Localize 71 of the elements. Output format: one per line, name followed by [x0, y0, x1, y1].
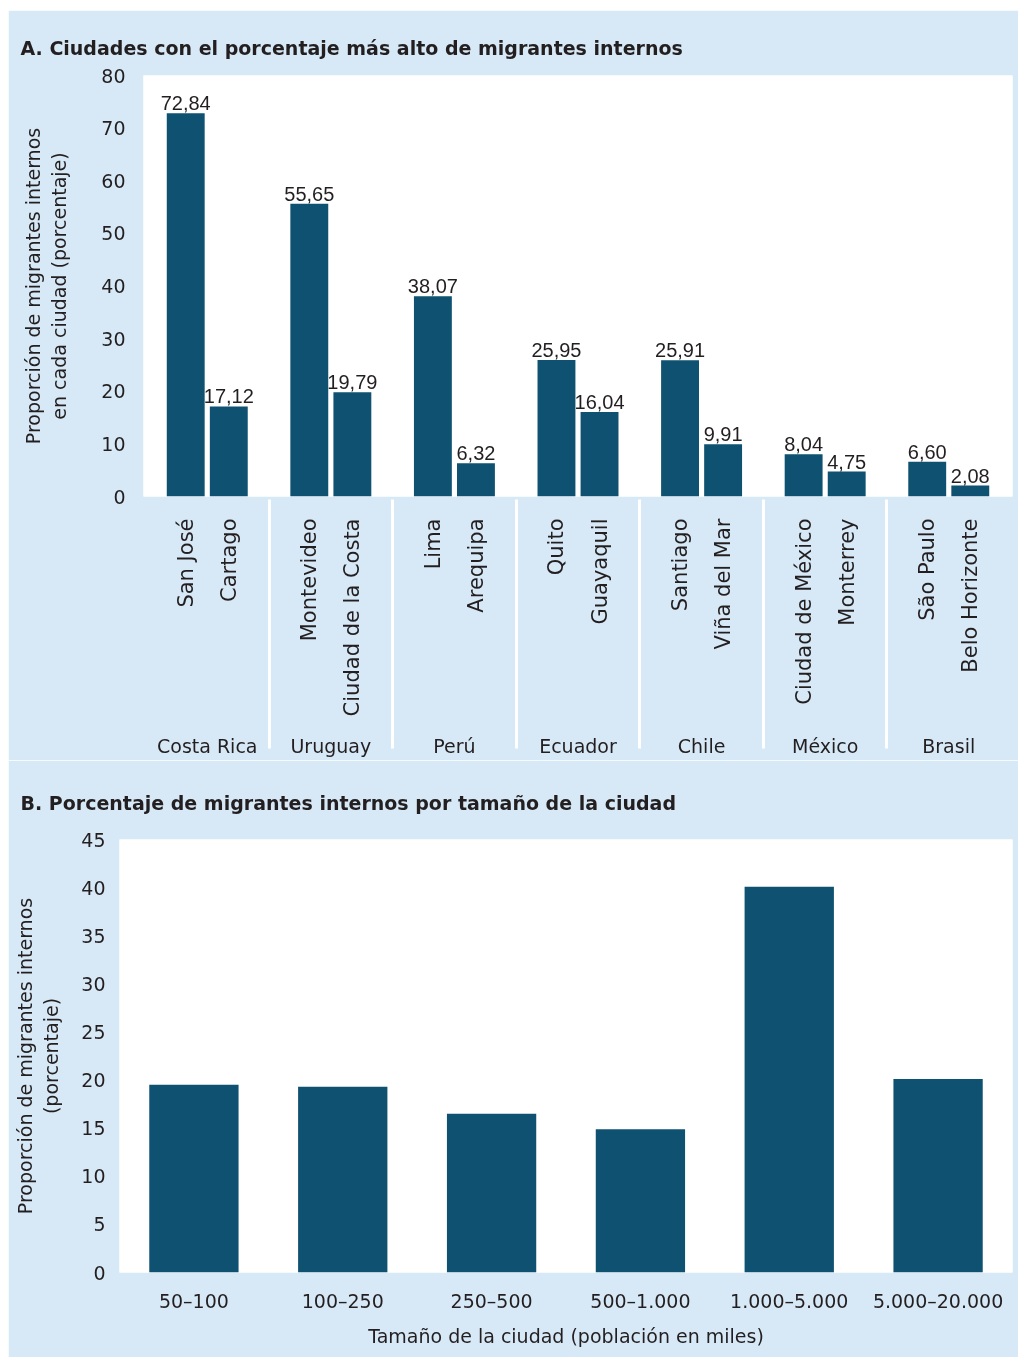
- y-tick-label: 20: [81, 1069, 106, 1092]
- y-tick-label: 20: [101, 380, 126, 403]
- text: Ecuador: [539, 735, 617, 758]
- bar: [744, 886, 834, 1273]
- x-tick-label: Cartago: [216, 518, 241, 602]
- x-tick-label: 500–1.000: [590, 1289, 691, 1312]
- y-tick-label: 80: [101, 64, 126, 87]
- y-tick-label: 0: [93, 1261, 106, 1284]
- text: México: [791, 735, 859, 758]
- x-axis-title: Tamaño de la ciudad (población en miles): [367, 1324, 764, 1347]
- x-tick-label: 50–100: [158, 1289, 229, 1312]
- data-label: 8,04: [784, 433, 824, 456]
- data-label: 4,75: [827, 450, 867, 473]
- data-label: 55,65: [284, 182, 335, 205]
- x-tick-label: Arequipa: [463, 518, 488, 613]
- x-tick-label: Ciudad de la Costa: [340, 518, 365, 717]
- y-tick-label: 15: [81, 1117, 106, 1140]
- data-label: 25,95: [531, 338, 582, 361]
- data-label: 17,12: [203, 385, 254, 408]
- x-tick-label: San José: [173, 518, 198, 608]
- y-tick-label: 5: [93, 1213, 106, 1236]
- y-axis-title: Proporción de migrantes internos (porcentaje): [13, 897, 63, 1215]
- chart-title: B. Porcentaje de migrantes internos por tamaño de la ciudad: [20, 791, 676, 814]
- data-label: 38,07: [407, 275, 458, 298]
- x-tick-label: 100–250: [301, 1289, 384, 1312]
- x-tick-label: Montevideo: [297, 518, 322, 642]
- y-tick-label: 30: [81, 972, 106, 995]
- y-axis-title: Proporción de migrantes internos en cada ciudad (porcentaje): [21, 127, 71, 445]
- x-tick-label: Belo Horizonte: [958, 518, 983, 673]
- y-tick-label: 50: [101, 222, 126, 245]
- text: Brasil: [922, 735, 976, 758]
- y-tick-label: 10: [101, 432, 126, 455]
- data-label: 16,04: [574, 391, 625, 414]
- data-label: 6,60: [907, 440, 947, 463]
- x-tick-label: Quito: [544, 518, 569, 576]
- y-tick-label: 40: [81, 876, 106, 899]
- data-label: 72,84: [160, 92, 211, 115]
- bar: [149, 1084, 239, 1273]
- x-tick-label: São Paulo: [915, 518, 940, 621]
- y-tick-label: 40: [101, 275, 126, 297]
- x-tick-label: Viña del Mar: [711, 518, 736, 650]
- y-tick-label: 70: [101, 117, 126, 140]
- data-label: 6,32: [456, 442, 496, 465]
- x-tick-label: Ciudad de México: [791, 518, 816, 705]
- chart-title: A. Ciudades con el porcentaje más alto de migrantes internos: [20, 37, 683, 59]
- y-tick-label: 10: [81, 1165, 106, 1188]
- y-tick-label: 35: [81, 924, 106, 947]
- y-tick-label: 25: [81, 1020, 106, 1043]
- bar: [893, 1079, 983, 1273]
- y-tick-label: 0: [113, 485, 126, 508]
- y-tick-label: 30: [101, 327, 126, 350]
- x-tick-label: 5.000–20.000: [872, 1289, 1004, 1312]
- bar: [298, 1086, 388, 1273]
- y-tick-label: 60: [101, 169, 126, 192]
- x-tick-label: Santiago: [668, 518, 693, 612]
- x-tick-label: 1.000–5.000: [730, 1289, 849, 1312]
- data-label: 9,91: [703, 423, 743, 446]
- bar: [595, 1129, 686, 1273]
- x-tick-label: Monterrey: [834, 518, 859, 626]
- data-label: 19,79: [327, 371, 378, 394]
- x-tick-label: Lima: [420, 518, 445, 570]
- data-label: 25,91: [655, 339, 706, 362]
- text: Uruguay: [290, 735, 372, 758]
- text: Perú: [433, 735, 476, 758]
- y-tick-label: 45: [81, 828, 106, 851]
- data-label: 2,08: [950, 464, 990, 487]
- bar: [446, 1113, 537, 1273]
- x-tick-label: Guayaquil: [587, 518, 612, 625]
- text: Chile: [677, 735, 726, 758]
- x-tick-label: 250–500: [450, 1289, 533, 1312]
- text: Costa Rica: [157, 735, 258, 758]
